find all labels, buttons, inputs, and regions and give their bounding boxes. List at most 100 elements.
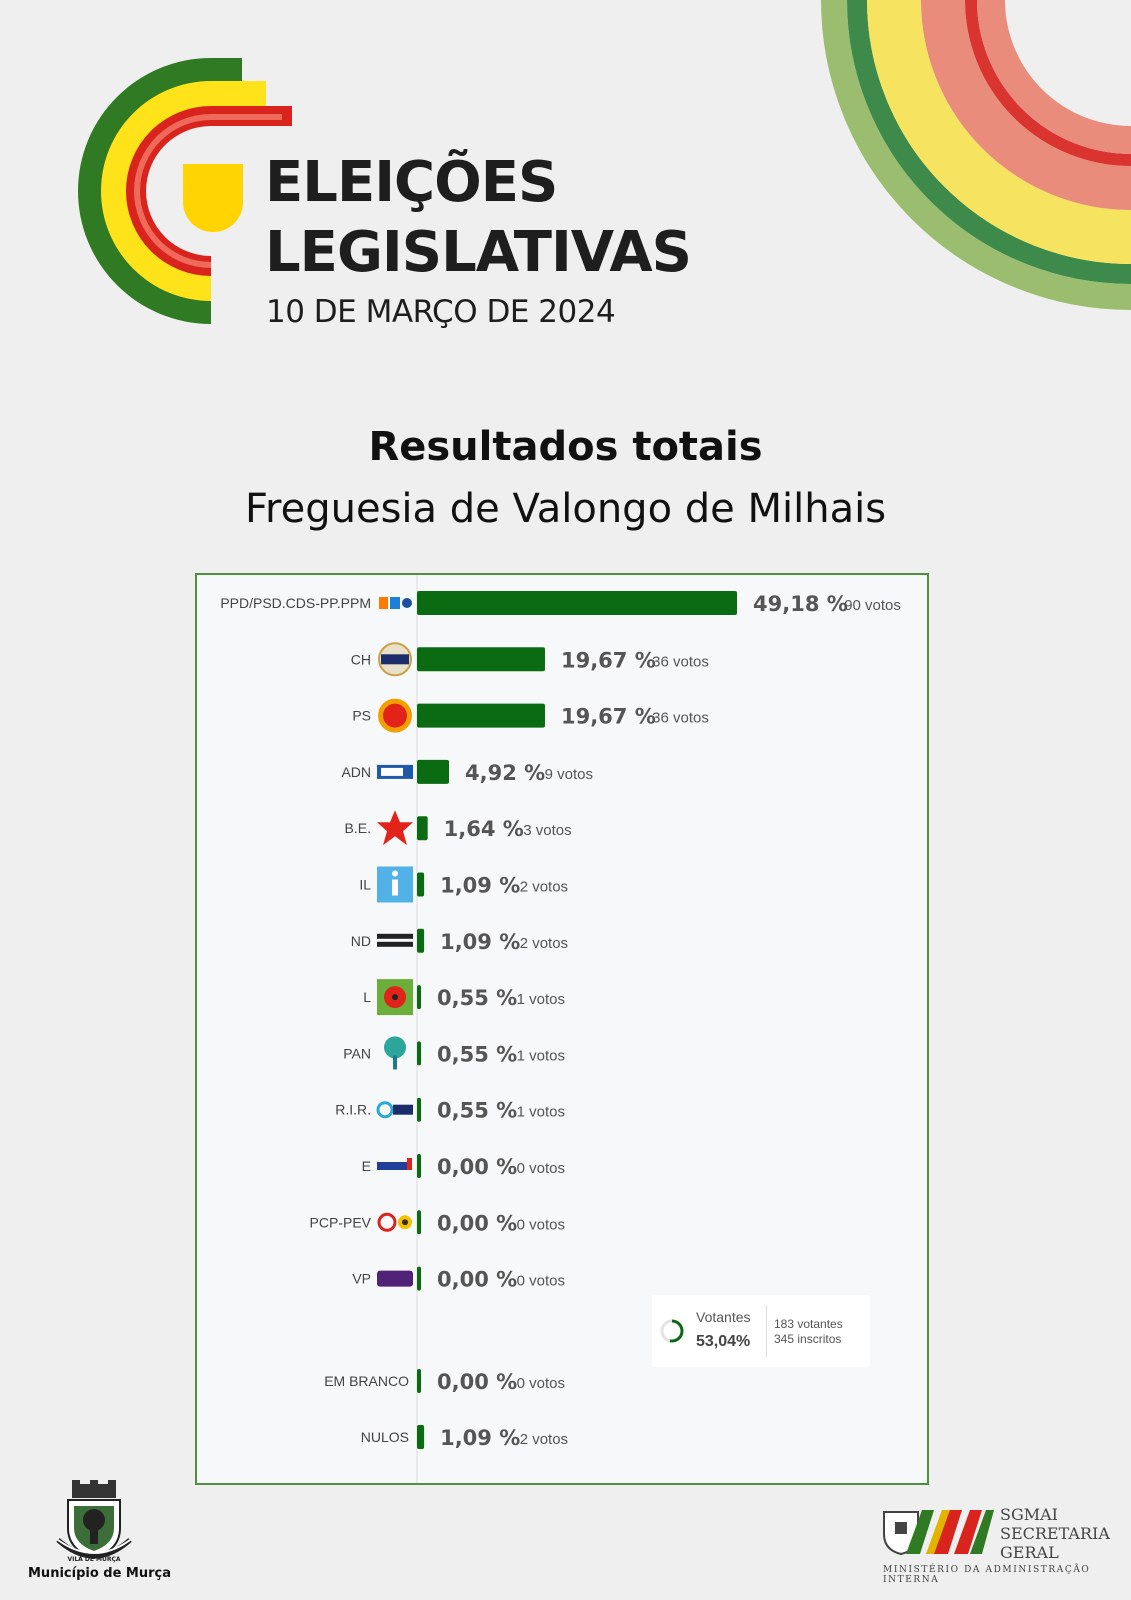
votes-label: 90 votos [844,597,901,614]
party-label: CH [351,651,371,667]
result-bar [417,928,425,953]
result-bar [417,647,545,672]
election-date: 10 DE MARÇO DE 2024 [266,294,616,330]
votes-label: 2 votos [520,935,568,952]
votes-label: 0 votos [517,1216,565,1233]
percent-label: 49,18 % [753,592,848,616]
percent-label: 1,09 % [440,1426,520,1450]
percent-label: 19,67 % [561,648,656,672]
percent-label: 1,09 % [440,930,520,954]
chart-row: B.E. 1,64 % 3 votos [345,810,572,846]
votes-label: 36 votos [652,710,709,727]
ministry-name: MINISTÉRIO DA ADMINISTRAÇÃO INTERNA [883,1565,1091,1585]
percent-label: 4,92 % [465,761,545,785]
percent-label: 0,00 % [437,1370,517,1394]
votes-label: 1 votos [517,1104,565,1121]
percent-label: 0,55 % [437,986,517,1010]
party-label: ND [351,933,371,949]
sgmai-logo-icon [883,1510,994,1556]
chart-row: PS 19,67 %36 votos [352,698,709,733]
turnout-percent: 53,04% [696,1333,751,1350]
municipality-name: Município de Murça [28,1566,172,1581]
chega-icon [378,642,412,677]
party-label: VP [352,1271,371,1287]
votes-label: 0 votos [517,1273,565,1290]
votes-label: 2 votos [520,879,568,896]
result-bar [417,1097,421,1122]
party-label: NULOS [361,1429,409,1445]
party-label: L [363,989,371,1005]
be-star-icon [377,810,413,846]
result-bar [417,1425,425,1449]
chart-row: ND 1,09 % 2 votos [351,928,568,954]
livre-poppy-icon [377,979,413,1016]
votes-label: 9 votos [545,766,593,783]
chart-row: PCP-PEV 0,00 % 0 votos [310,1210,565,1235]
il-icon [377,866,413,903]
result-bar [417,1210,421,1235]
pan-tree-icon [384,1036,406,1070]
party-label: R.I.R. [335,1102,371,1118]
result-bar [417,872,425,897]
crest-text: VILA DE MURÇA [67,1556,120,1563]
turnout-divider [766,1305,767,1357]
chart-row: EM BRANCO 0,00 % 0 votos [324,1369,565,1394]
chart-row: L 0,55 % 1 votos [363,979,565,1016]
rir-icon [376,1101,413,1119]
ppd-psd-cds-ppm-icon [379,597,412,609]
result-bar [417,591,737,615]
votes-label: 3 votos [523,822,571,839]
result-bar [417,1041,421,1066]
percent-label: 0,00 % [437,1268,517,1292]
logo-title-line1: ELEIÇÕES [265,150,558,215]
logo-title-line2: LEGISLATIVAS [265,220,692,285]
chart-row: PPD/PSD.CDS-PP.PPM 49,18 %90 votos [220,591,901,616]
percent-label: 1,64 % [444,817,524,841]
turnout-voters: 183 votantes [774,1317,843,1331]
percent-label: 0,55 % [437,1042,517,1066]
turnout-label: Votantes [696,1309,751,1325]
turnout-progress-arc [660,1319,684,1343]
chart-row: PAN 0,55 % 1 votos [343,1036,565,1070]
chart-row: CH 19,67 %36 votos [351,642,709,677]
votes-label: 2 votos [520,1431,568,1448]
chart-row: ADN 4,92 % 9 votos [341,759,593,785]
ergue-te-icon [377,1158,412,1170]
ps-fist-rose-icon [378,698,412,733]
votes-label: 1 votos [517,1047,565,1064]
result-bar [417,1369,421,1393]
turnout-card: Votantes 53,04% 183 votantes 345 inscrit… [652,1295,870,1367]
party-label: ADN [341,764,371,780]
sgmai-line1: SGMAI [1000,1505,1058,1524]
votes-label: 0 votos [517,1375,565,1392]
results-title: Resultados totais [368,424,763,470]
sgmai-line2: SECRETARIA [1000,1524,1110,1543]
votes-label: 36 votos [652,653,709,670]
percent-label: 0,00 % [437,1211,517,1235]
result-bar [417,703,545,728]
decorative-rainbow [821,0,1131,310]
percent-label: 1,09 % [440,874,520,898]
adn-icon [377,764,413,779]
result-bar [417,759,450,784]
party-label: PAN [343,1045,371,1061]
nova-direita-icon [377,933,413,947]
pcp-pev-icon [377,1212,412,1232]
results-panel: PPD/PSD.CDS-PP.PPM 49,18 % 90 votos CH 19,67… [195,573,929,1485]
result-bar [417,1154,421,1178]
elections-logo-icon [78,58,292,324]
party-label: IL [359,877,371,893]
party-label: EM BRANCO [324,1373,409,1389]
chart-row: IL 1,09 % 2 votos [359,866,568,903]
party-label: B.E. [345,820,371,836]
percent-label: 0,00 % [437,1155,517,1179]
chart-row: VP 0,00 % 0 votos [352,1266,565,1292]
turnout-registered: 345 inscritos [774,1332,842,1346]
percent-label: 19,67 % [561,705,656,729]
results-subtitle: Freguesia de Valongo de Milhais [244,486,887,532]
results-bar-chart: PPD/PSD.CDS-PP.PPM 49,18 %90 votos CH 19,67… [220,575,901,1483]
chart-row: E 0,00 % 0 votos [362,1154,565,1179]
chart-row: R.I.R. 0,55 % 1 votos [335,1097,565,1123]
volt-icon [377,1270,413,1287]
votes-label: 1 votos [517,991,565,1008]
